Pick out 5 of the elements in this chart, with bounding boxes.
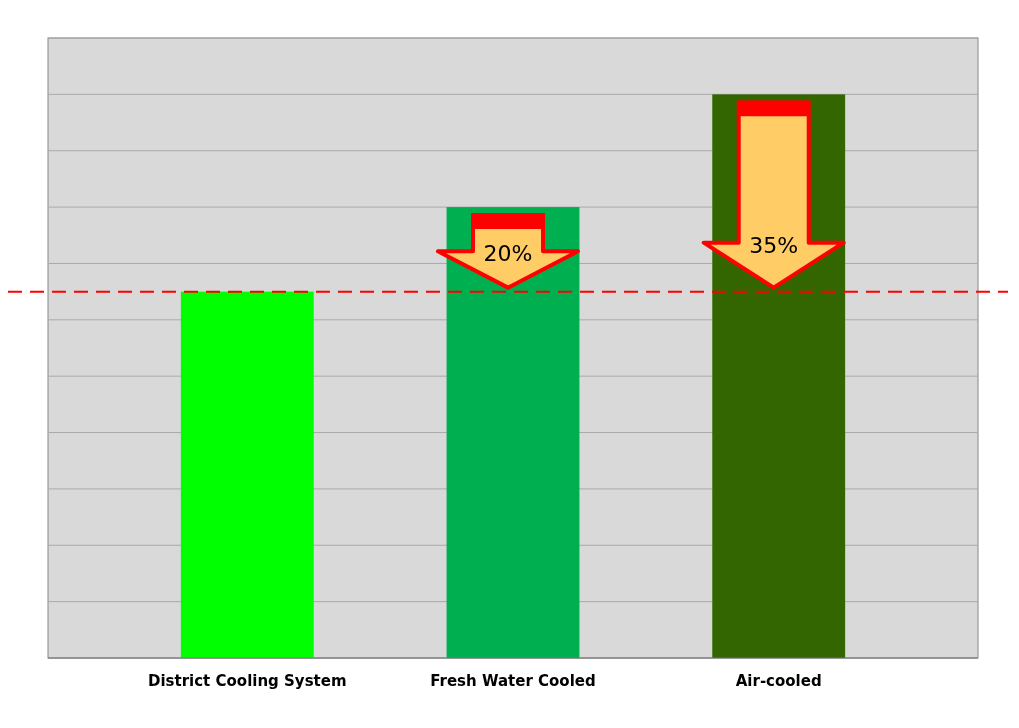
x-tick-label: District Cooling System	[148, 672, 347, 690]
x-tick-label: Air-cooled	[735, 672, 822, 690]
annotation: 20%	[483, 241, 533, 267]
annotation: 35%	[749, 232, 799, 258]
x-tick-label: Fresh Water Cooled	[430, 672, 596, 690]
